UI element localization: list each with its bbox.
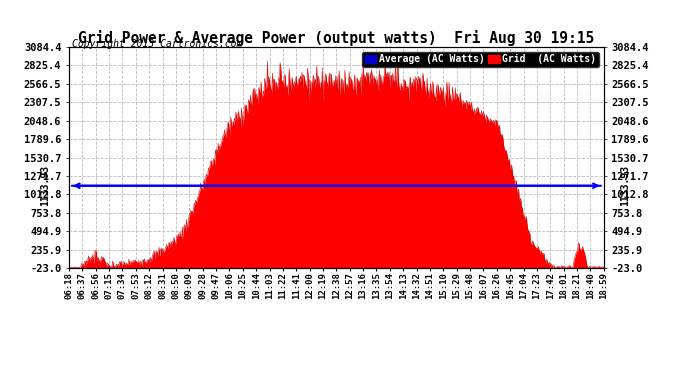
- Text: 1133.93: 1133.93: [40, 165, 50, 206]
- Title: Grid Power & Average Power (output watts)  Fri Aug 30 19:15: Grid Power & Average Power (output watts…: [78, 30, 595, 46]
- Legend: Average (AC Watts), Grid  (AC Watts): Average (AC Watts), Grid (AC Watts): [362, 52, 599, 67]
- Text: 1133.93: 1133.93: [620, 165, 630, 206]
- Text: Copyright 2013 Cartronics.com: Copyright 2013 Cartronics.com: [72, 39, 243, 50]
